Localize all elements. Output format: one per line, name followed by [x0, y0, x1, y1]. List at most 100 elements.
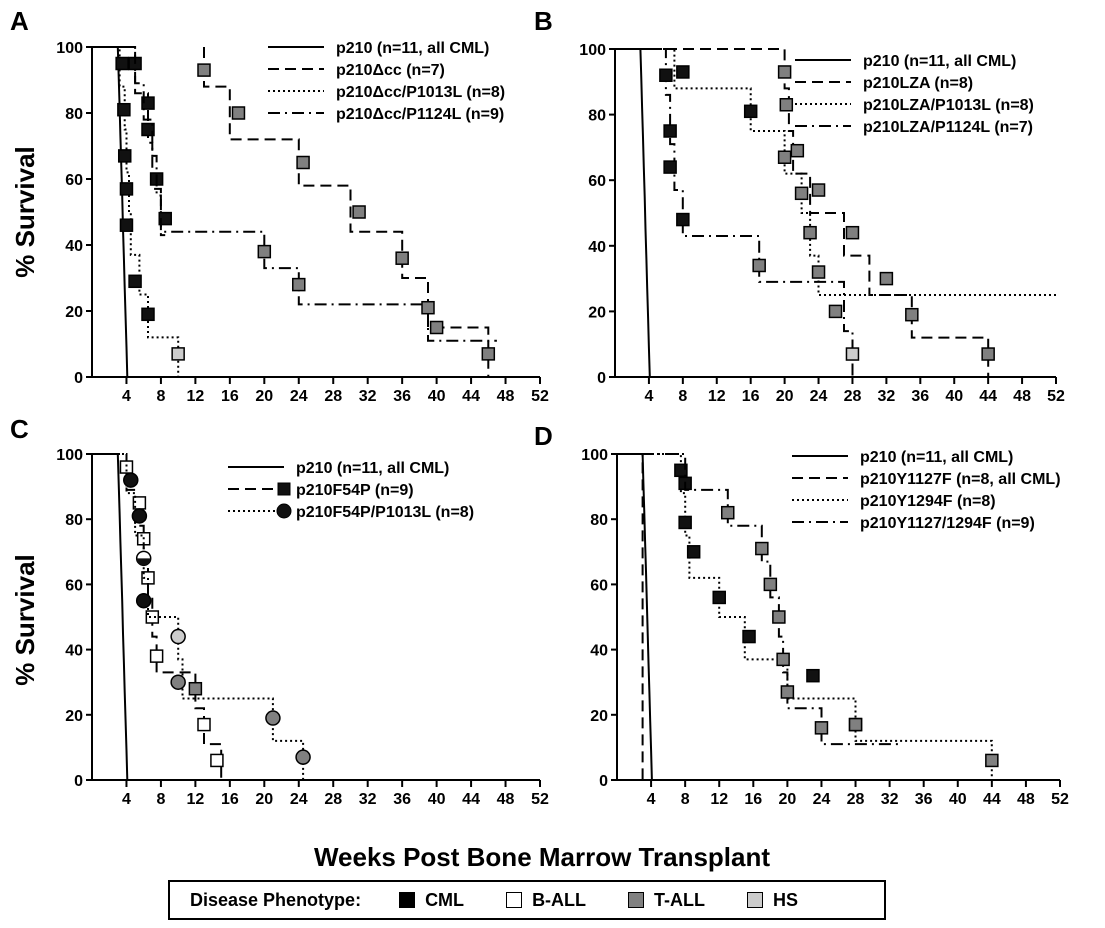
- tall-swatch: [628, 892, 645, 908]
- data-point-marker: [985, 753, 999, 768]
- data-point-marker: [777, 150, 792, 164]
- phenotype-legend-title: Disease Phenotype:: [190, 889, 362, 910]
- survival-curve: [92, 453, 129, 781]
- data-point-marker: [210, 753, 224, 768]
- data-point-marker: [674, 463, 688, 478]
- legend-label-ball: B-ALL: [532, 889, 587, 910]
- data-point-marker-half: [136, 558, 151, 566]
- legend-label: p210 (n=11, all CML): [860, 449, 1013, 466]
- data-point-marker: [158, 211, 172, 226]
- data-point-marker: [803, 225, 817, 240]
- panel-label-c: C: [10, 414, 29, 444]
- x-tick-label: 44: [979, 388, 997, 405]
- legend-label: p210Δcc/P1013L (n=8): [336, 84, 505, 101]
- data-point-marker: [141, 307, 155, 322]
- data-point-marker: [777, 65, 792, 79]
- legend-label: p210F54P (n=9): [296, 482, 414, 499]
- data-point-marker: [780, 685, 795, 699]
- x-tick-label: 20: [778, 791, 796, 808]
- x-tick-label: 20: [255, 388, 273, 405]
- legend-label-hs: HS: [773, 889, 799, 910]
- data-point-marker: [779, 98, 794, 112]
- data-point-marker: [170, 628, 186, 645]
- data-point-marker: [712, 590, 726, 605]
- x-tick-label: 52: [531, 791, 549, 808]
- data-point-marker: [170, 674, 186, 690]
- x-tick-label: 28: [847, 791, 865, 808]
- data-point-marker: [119, 182, 134, 196]
- x-tick-label: 28: [844, 388, 862, 405]
- survival-curve: [92, 46, 497, 342]
- panel-label-b: B: [534, 6, 553, 36]
- y-tick-label: 0: [597, 370, 606, 387]
- data-point-marker: [721, 505, 735, 520]
- x-tick-label: 44: [462, 388, 480, 405]
- survival-curve: [92, 46, 180, 377]
- x-tick-label: 40: [945, 388, 963, 405]
- survival-curve: [615, 48, 1056, 296]
- series-legend: p210 (n=11, all CML) p210Y1127F (n=8, all…: [792, 449, 1061, 532]
- data-point-marker: [806, 668, 820, 683]
- data-point-marker: [231, 106, 246, 120]
- data-point-marker: [123, 472, 139, 488]
- x-tick-label: 44: [983, 791, 1001, 808]
- data-point-marker: [117, 102, 131, 117]
- data-point-marker: [141, 96, 155, 110]
- hs-swatch: [747, 892, 764, 908]
- x-tick-label: 48: [497, 388, 515, 405]
- x-tick-label: 40: [428, 791, 446, 808]
- data-point-marker: [141, 122, 155, 137]
- legend-label: p210Y1127F (n=8, all CML): [860, 471, 1061, 488]
- x-tick-label: 8: [681, 791, 690, 808]
- y-tick-label: 40: [590, 643, 608, 660]
- y-tick-label: 40: [588, 239, 606, 256]
- x-tick-label: 52: [1051, 791, 1069, 808]
- cml-swatch: [399, 892, 416, 908]
- y-tick-label: 20: [588, 304, 606, 321]
- data-point-marker: [117, 149, 132, 163]
- data-point-marker: [790, 143, 805, 158]
- data-point-marker: [981, 347, 995, 361]
- x-tick-label: 32: [359, 791, 377, 808]
- data-point-marker: [879, 271, 894, 286]
- y-axis-label-top: % Survival: [10, 146, 40, 278]
- legend-label: p210Δcc (n=7): [336, 62, 445, 79]
- y-tick-label: 40: [65, 643, 83, 660]
- x-tick-label: 40: [949, 791, 967, 808]
- y-tick-label: 60: [65, 172, 83, 189]
- y-tick-label: 100: [581, 447, 608, 464]
- phenotype-legend: Disease Phenotype: CML B-ALL T-ALL HS: [168, 880, 886, 920]
- x-tick-label: 52: [1047, 388, 1065, 405]
- x-tick-label: 44: [462, 791, 480, 808]
- legend-label-tall: T-ALL: [654, 889, 706, 910]
- data-point-marker: [743, 104, 758, 119]
- y-tick-label: 80: [588, 108, 606, 125]
- data-point-marker: [659, 68, 673, 82]
- survival-curve: [617, 453, 993, 780]
- survival-curve: [203, 47, 490, 377]
- data-point-marker: [292, 277, 306, 292]
- y-tick-label: 80: [65, 106, 83, 123]
- data-point-marker: [663, 124, 677, 138]
- data-point-marker: [352, 205, 366, 219]
- survival-curve: [92, 46, 166, 237]
- data-point-marker: [686, 545, 701, 559]
- data-point-marker: [149, 649, 164, 663]
- data-point-marker: [197, 717, 211, 732]
- x-tick-label: 32: [881, 791, 899, 808]
- legend-label-cml: CML: [425, 889, 465, 910]
- x-tick-label: 36: [393, 388, 411, 405]
- data-point-marker: [119, 218, 134, 232]
- data-point-marker: [296, 155, 310, 170]
- data-point-marker: [663, 160, 677, 174]
- y-tick-label: 100: [56, 447, 83, 464]
- legend-marker: [277, 482, 291, 496]
- data-point-marker: [128, 274, 142, 289]
- x-tick-label: 12: [710, 791, 728, 808]
- survival-curve: [615, 48, 651, 378]
- survival-figure: A B C D % Survival % Survival Weeks Post…: [10, 6, 1069, 872]
- x-tick-label: 16: [742, 388, 760, 405]
- data-point-marker: [257, 244, 272, 259]
